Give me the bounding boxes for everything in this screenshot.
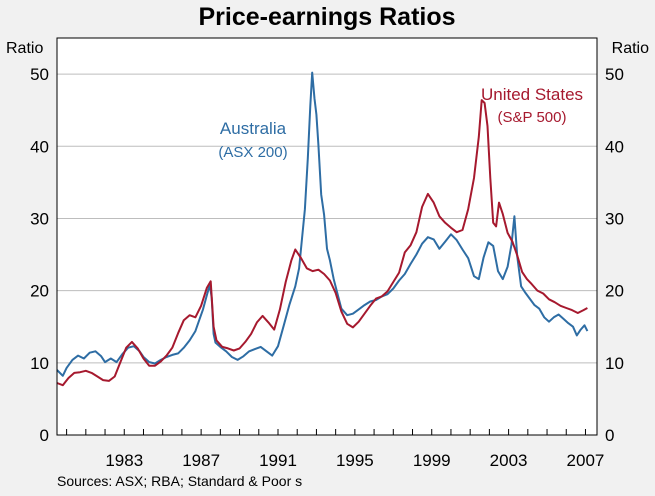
legend-sublabel-united-states: (S&P 500) [498, 109, 567, 126]
y-tick-label-left: 50 [30, 65, 49, 84]
x-tick-label: 1995 [336, 451, 374, 470]
y-tick-label-left: 10 [30, 354, 49, 373]
y-tick-label-right: 20 [605, 282, 624, 301]
y-tick-label-right: 30 [605, 209, 624, 228]
y-tick-label-left: 20 [30, 282, 49, 301]
y-tick-label-left: 30 [30, 209, 49, 228]
x-tick-marks [66, 429, 586, 435]
x-tick-label: 2003 [490, 451, 528, 470]
y-tick-label-right: 40 [605, 137, 624, 156]
plot-border [56, 37, 598, 436]
legend-sublabel-australia: (ASX 200) [218, 144, 287, 161]
legend-label-australia: Australia [220, 119, 287, 138]
x-tick-labels: 1983 1987 1991 1995 1999 2003 2007 [105, 451, 604, 470]
y-tick-label-left: 0 [40, 426, 49, 445]
plot-area [57, 38, 597, 435]
legend-label-united-states: United States [481, 85, 583, 104]
x-tick-label: 1991 [259, 451, 297, 470]
y-axis-label-left: Ratio [6, 40, 43, 57]
y-tick-label-right: 0 [605, 426, 614, 445]
y-tick-label-right: 10 [605, 354, 624, 373]
chart-title: Price-earnings Ratios [198, 3, 455, 31]
y-ticks-right: 0 10 20 30 40 50 [605, 65, 624, 445]
series-line-united-states [56, 99, 588, 387]
source-note: Sources: ASX; RBA; Standard & Poor s [57, 473, 302, 489]
x-tick-label: 2007 [567, 451, 605, 470]
y-ticks-left: 0 10 20 30 40 50 [30, 65, 49, 445]
x-tick-label: 1983 [105, 451, 143, 470]
y-tick-label-left: 40 [30, 137, 49, 156]
y-axis-label-right: Ratio [612, 40, 649, 57]
series-line-australia [56, 71, 589, 377]
x-tick-label: 1987 [182, 451, 220, 470]
series-lines [56, 71, 589, 387]
x-tick-label: 1999 [413, 451, 451, 470]
y-tick-label-right: 50 [605, 65, 624, 84]
